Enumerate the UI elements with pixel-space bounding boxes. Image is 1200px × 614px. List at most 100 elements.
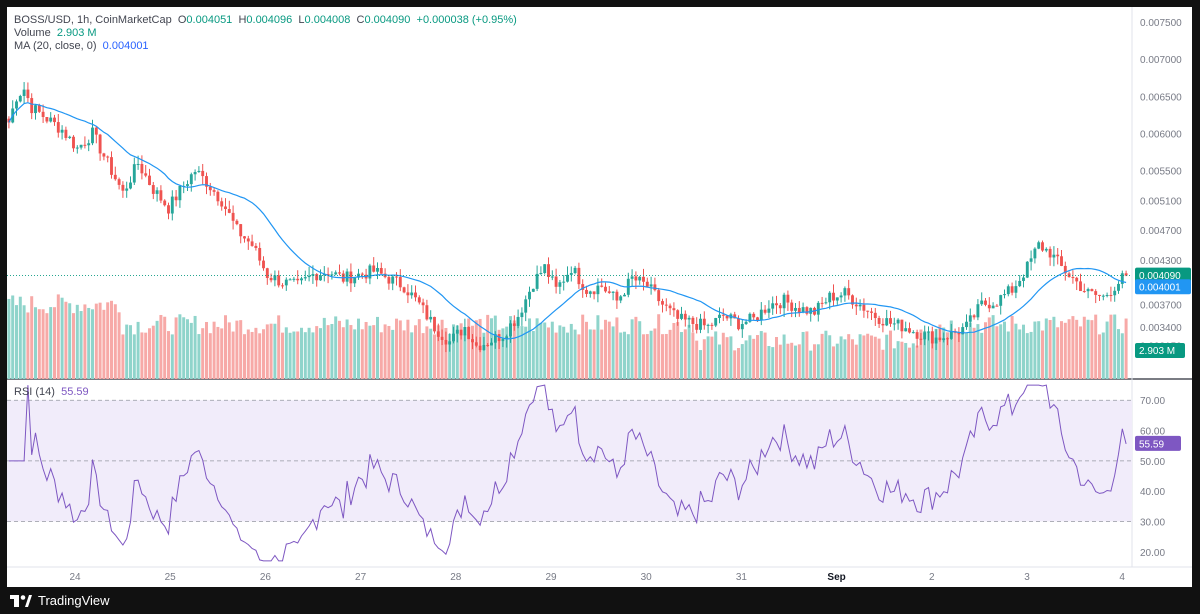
candle-body: [56, 122, 60, 133]
candle-body: [395, 276, 398, 278]
volume-bar: [474, 320, 478, 379]
candle-body: [53, 117, 56, 123]
candle-body: [353, 277, 357, 284]
candle-body: [224, 206, 227, 210]
candle-body: [702, 318, 706, 326]
candle-body: [550, 276, 554, 278]
volume-bar: [345, 319, 349, 379]
candle-body: [429, 316, 433, 320]
volume-bar: [357, 318, 360, 379]
volume-bar: [281, 332, 284, 379]
candle-body: [174, 196, 178, 201]
volume-bar: [980, 332, 984, 379]
time-tick-label: 24: [69, 572, 81, 583]
tradingview-logo[interactable]: TradingView: [10, 593, 110, 608]
volume-bar: [820, 333, 824, 379]
high-label: H: [238, 14, 247, 26]
volume-bar: [106, 302, 110, 379]
rsi-badge-text: 55.59: [1139, 439, 1164, 450]
candle-body: [645, 281, 649, 287]
candle-body: [512, 323, 516, 326]
volume-bar: [843, 339, 847, 379]
candle-body: [683, 313, 687, 320]
time-tick-label: 3: [1024, 572, 1030, 583]
candle-body: [805, 307, 809, 314]
volume-bar: [1109, 314, 1113, 379]
volume-bar: [417, 319, 421, 379]
candle-body: [1010, 286, 1014, 293]
candle-body: [467, 327, 471, 340]
volume-bar: [262, 329, 265, 379]
volume-bar: [398, 320, 402, 379]
volume-bar: [334, 316, 338, 379]
volume-bar: [949, 320, 953, 379]
candle-body: [186, 184, 189, 186]
volume-bar: [387, 325, 391, 379]
open-label: O: [177, 14, 187, 26]
candle-body: [330, 274, 334, 276]
volume-bar: [341, 327, 345, 379]
candle-body: [881, 323, 885, 326]
candle-body: [531, 288, 535, 292]
ma-label: MA (20, close, 0): [14, 40, 97, 52]
volume-bar: [144, 332, 148, 379]
candle-body: [691, 317, 695, 325]
volume-bar: [102, 309, 106, 379]
volume-bar: [353, 329, 357, 379]
volume-bar: [801, 331, 805, 379]
volume-bar: [528, 318, 531, 379]
volume-bar: [1120, 333, 1124, 379]
volume-bar: [585, 321, 588, 379]
volume-bar: [626, 334, 630, 379]
volume-bar: [543, 322, 547, 379]
volume-bar: [729, 336, 733, 379]
time-tick-label: 30: [641, 572, 653, 583]
rsi-tick-label: 70.00: [1140, 396, 1165, 407]
volume-bar: [892, 348, 896, 379]
volume-bar: [554, 332, 558, 379]
volume-bar: [775, 337, 778, 379]
candle-body: [915, 332, 919, 339]
volume-bar: [740, 344, 744, 379]
candle-body: [828, 292, 832, 303]
candle-body: [889, 318, 892, 324]
candle-body: [710, 324, 714, 326]
candle-body: [132, 164, 136, 183]
volume-bar: [919, 329, 923, 379]
volume-bar: [858, 334, 862, 379]
volume-bar: [463, 334, 467, 379]
volume-bar: [167, 331, 170, 379]
volume-bar: [672, 322, 676, 379]
candle-body: [1086, 289, 1090, 292]
candle-body: [725, 315, 729, 319]
candle-body: [1018, 280, 1022, 287]
candle-body: [607, 291, 611, 293]
volume-bar: [1029, 331, 1033, 379]
price-tick-label: 0.006000: [1140, 129, 1182, 140]
candle-body: [376, 267, 379, 272]
price-chart[interactable]: 0.007500 0.007000 0.006500 0.006000 0.005500…: [7, 7, 1192, 587]
volume-bar: [558, 325, 562, 379]
volume-bar: [1052, 316, 1056, 379]
volume-bar: [1105, 321, 1109, 379]
candle-body: [345, 271, 349, 282]
candle-body: [113, 174, 117, 180]
candle-body: [98, 134, 102, 154]
volume-bar: [676, 322, 680, 379]
volume-bar: [562, 326, 566, 379]
candle-body: [892, 323, 896, 325]
volume-bar: [53, 307, 56, 379]
volume-bar: [718, 344, 721, 379]
candle-body: [588, 291, 592, 294]
volume-bar: [7, 298, 11, 379]
volume-bar: [18, 296, 22, 379]
volume-bar: [828, 335, 832, 379]
candle-body: [410, 292, 414, 296]
volume-bar: [391, 329, 395, 379]
candle-body: [170, 196, 174, 214]
candle-body: [493, 334, 497, 343]
candle-body: [740, 324, 744, 330]
change-value: +0.000038 (+0.95%): [416, 14, 517, 26]
price-tick-label: 0.005100: [1140, 196, 1182, 207]
volume-bar: [383, 324, 387, 379]
